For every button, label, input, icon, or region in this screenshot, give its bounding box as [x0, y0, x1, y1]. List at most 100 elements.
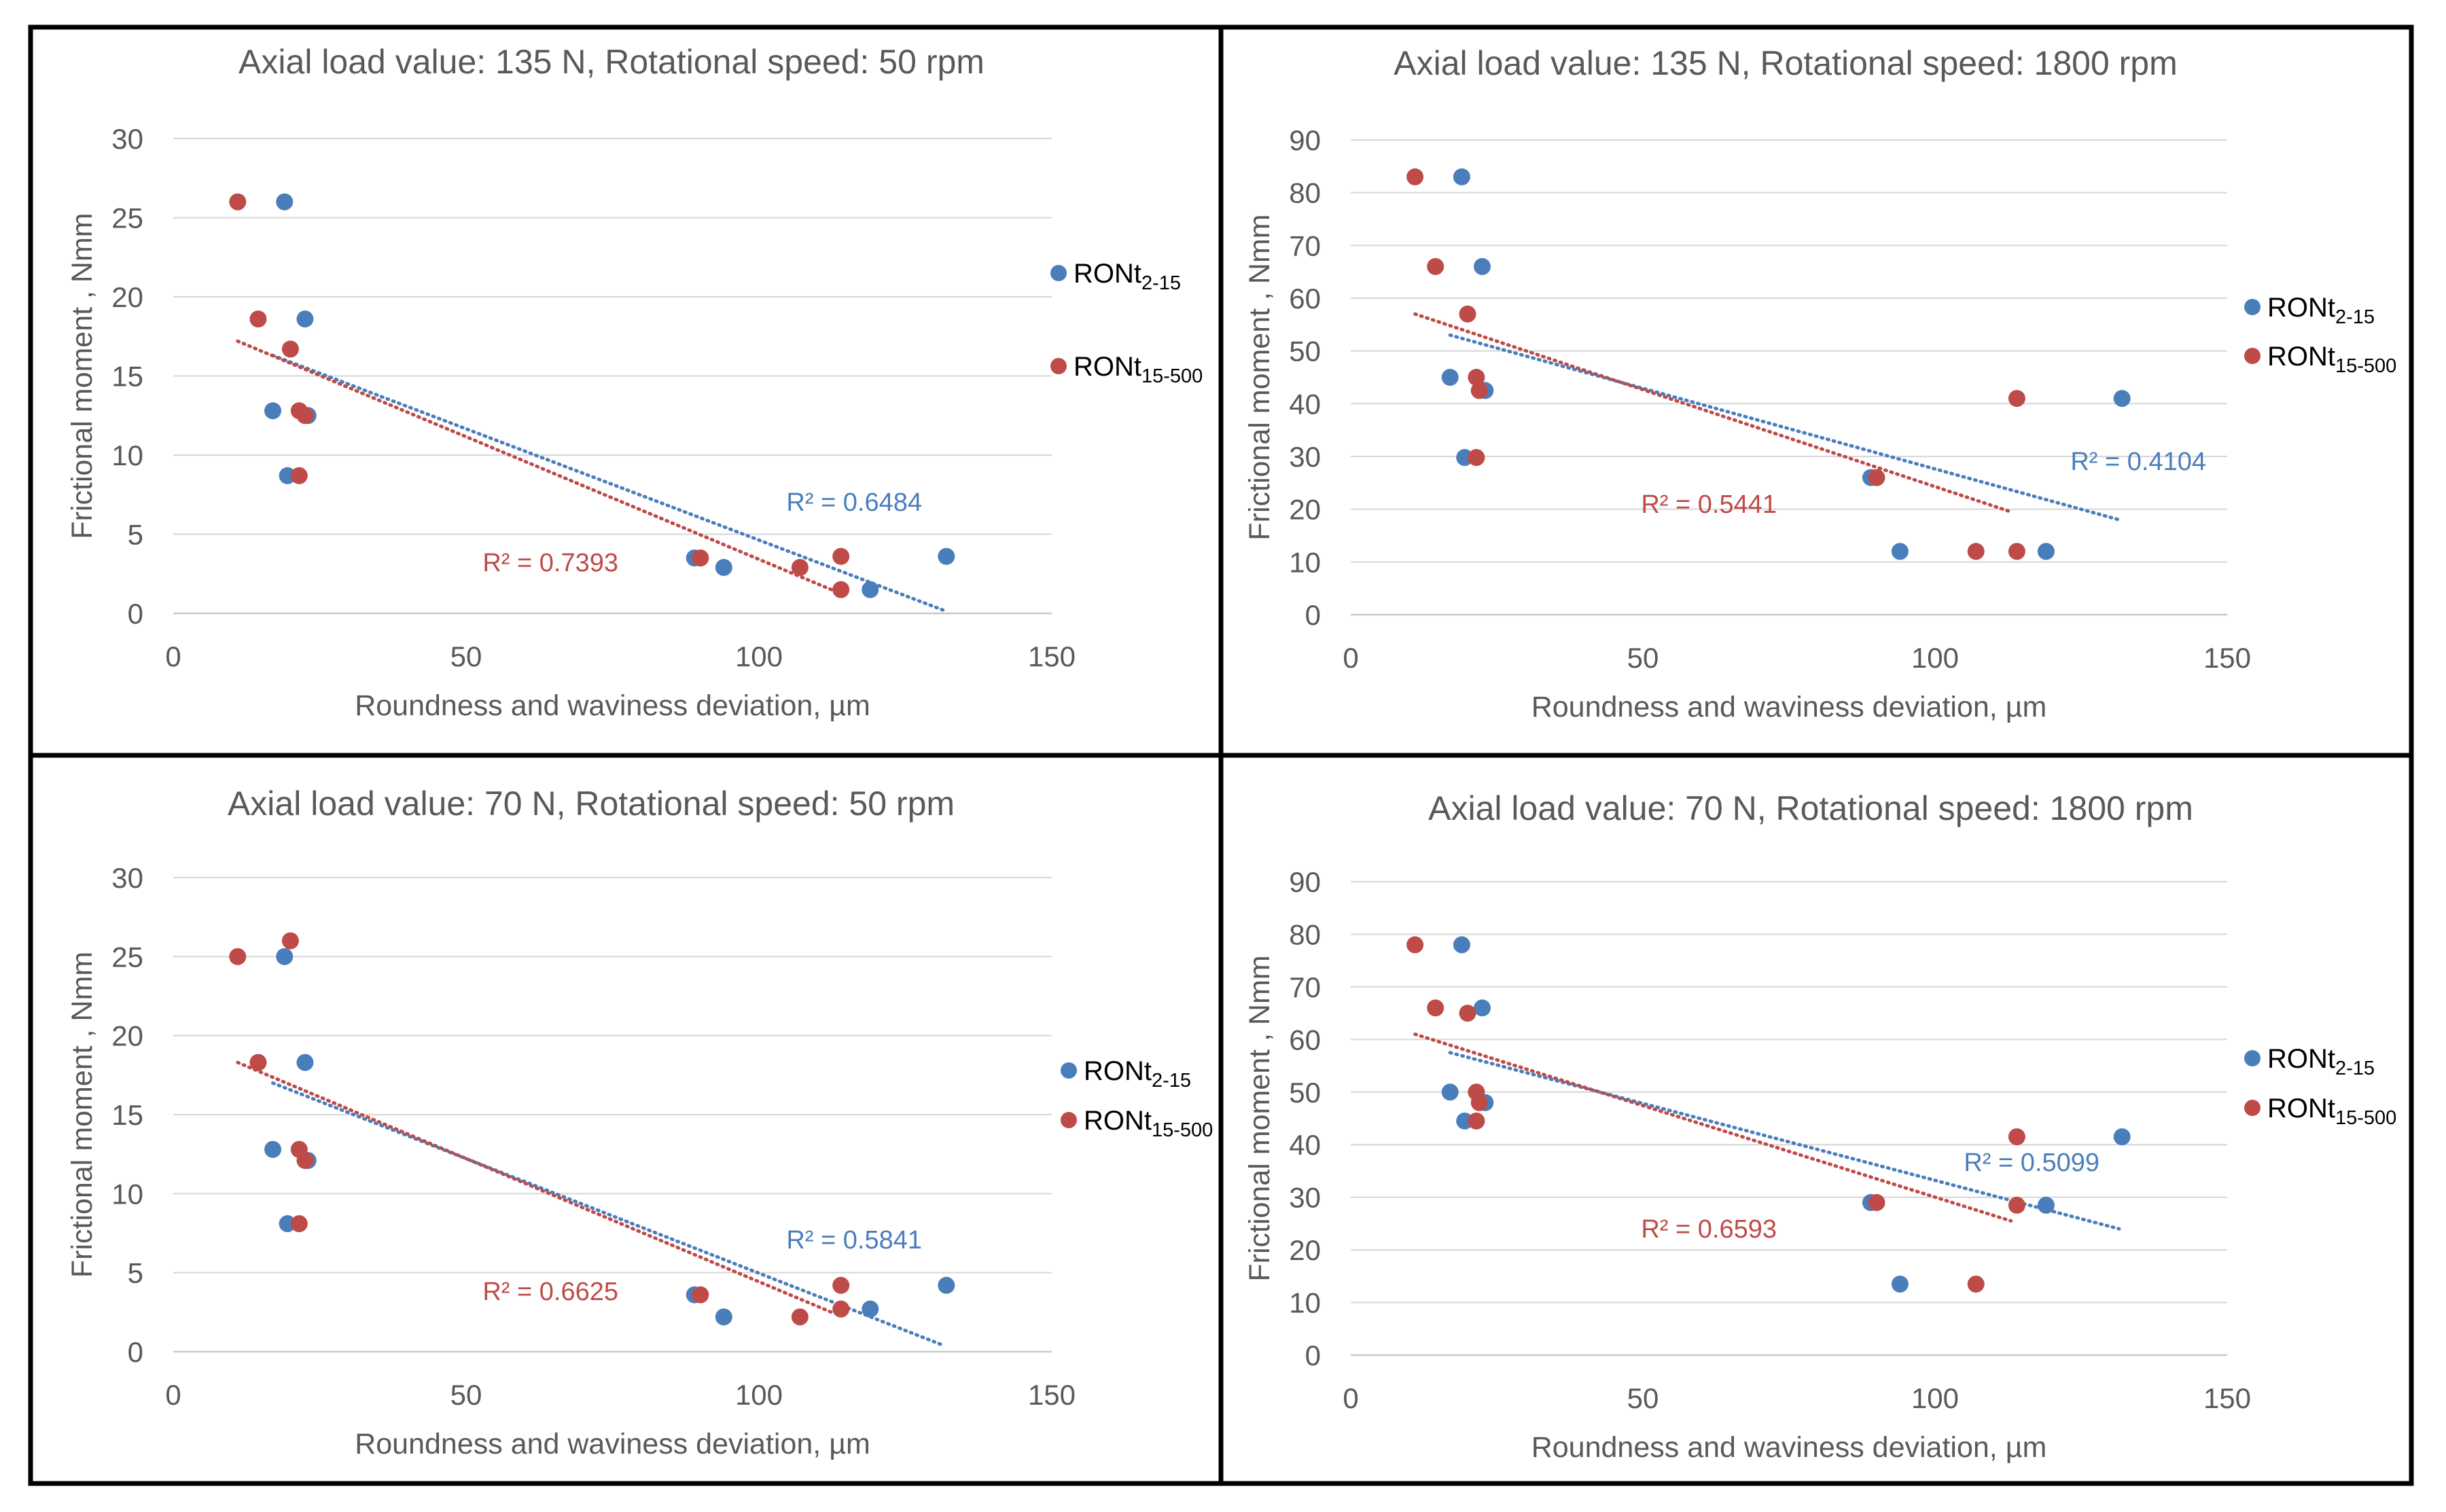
r-squared-label-ront-15-500: R² = 0.5441 [1641, 490, 1777, 519]
trendline-ront-2-15 [1448, 333, 2121, 522]
legend-entry-name: RONt [1074, 352, 1141, 382]
x-axis-label: Roundness and waviness deviation, µm [1531, 691, 2047, 723]
y-axis-label: Frictional moment , Nmm [1243, 214, 1276, 540]
chart-title: Axial load value: 135 N, Rotational spee… [1394, 44, 2178, 82]
data-point-ront-15-500 [1468, 369, 1485, 386]
y-tick-label: 20 [1289, 494, 1321, 526]
trendline-ront-2-15 [271, 353, 946, 612]
data-point-ront-2-15 [2113, 390, 2131, 408]
legend-marker [2244, 299, 2261, 315]
y-tick-label: 0 [128, 598, 143, 630]
data-point-ront-2-15 [1453, 936, 1470, 954]
legend-marker [1061, 1112, 1077, 1128]
data-point-ront-2-15 [862, 581, 879, 598]
y-tick-label: 0 [1305, 599, 1321, 631]
data-point-ront-2-15 [279, 467, 296, 484]
data-point-ront-15-500 [1470, 1094, 1488, 1111]
legend-entry-name: RONt [2267, 1094, 2335, 1123]
data-point-ront-2-15 [2113, 1128, 2131, 1146]
data-point-ront-15-500 [1468, 449, 1485, 467]
chart-panel-4: 0 10 20 30 40 50 60 70 80 90 0 50 100 150 Axial load v… [1218, 753, 2414, 1486]
data-point-ront-2-15 [938, 1276, 955, 1294]
r-squared-label-ront-15-500: R² = 0.6593 [1641, 1215, 1777, 1244]
data-point-ront-2-15 [2037, 543, 2055, 560]
data-point-ront-2-15 [1456, 1112, 1474, 1130]
trendline-ront-15-500 [236, 339, 837, 593]
y-tick-label: 10 [111, 1178, 143, 1210]
data-point-ront-15-500 [832, 581, 850, 598]
legend-entry-subscript: 2-15 [1152, 1070, 1191, 1092]
y-axis-label: Frictional moment , Nmm [66, 952, 99, 1278]
data-point-ront-2-15 [715, 1308, 732, 1326]
y-tick-label: 25 [111, 202, 143, 234]
trendline-ront-2-15 [271, 1081, 946, 1348]
chart-title: Axial load value: 70 N, Rotational speed… [1428, 789, 2193, 827]
legend-marker [1061, 1062, 1077, 1079]
legend-entry-subscript: 15-500 [1141, 365, 1203, 387]
y-tick-label: 50 [1289, 336, 1321, 367]
data-point-ront-15-500 [1427, 999, 1444, 1017]
data-point-ront-15-500 [1967, 543, 1985, 560]
y-tick-label: 0 [1305, 1339, 1321, 1371]
data-point-ront-2-15 [296, 310, 314, 328]
data-point-ront-2-15 [264, 1140, 282, 1158]
trendline-ront-15-500 [236, 1060, 837, 1316]
data-point-ront-15-500 [281, 932, 299, 950]
x-axis-label: Roundness and waviness deviation, µm [355, 1428, 870, 1460]
y-tick-label: 80 [1289, 918, 1321, 950]
data-point-ront-15-500 [2008, 390, 2025, 408]
legend-entry-name: RONt [2267, 293, 2335, 323]
y-tick-label: 25 [111, 941, 143, 973]
data-point-ront-2-15 [264, 402, 282, 420]
y-tick-label: 5 [128, 1257, 143, 1289]
y-tick-label: 60 [1289, 1024, 1321, 1056]
data-point-ront-15-500 [1406, 168, 1424, 185]
legend-entry-subscript: 15-500 [2335, 355, 2396, 377]
legend-entry-name: RONt [1084, 1106, 1152, 1136]
x-tick-label: 100 [1911, 642, 1959, 674]
panel-frame [1218, 753, 2414, 1486]
data-point-ront-2-15 [279, 1215, 296, 1233]
y-tick-label: 5 [128, 519, 143, 551]
y-tick-label: 40 [1289, 1129, 1321, 1161]
data-point-ront-15-500 [692, 1286, 709, 1303]
data-point-ront-15-500 [791, 558, 809, 576]
legend-entry: RONt2-15 [1084, 1056, 1191, 1092]
y-tick-label: 60 [1289, 283, 1321, 314]
data-point-ront-15-500 [249, 310, 267, 328]
legend-marker [2244, 348, 2261, 364]
data-point-ront-15-500 [281, 340, 299, 358]
y-tick-label: 70 [1289, 971, 1321, 1003]
chart-panel-3: 0 5 10 15 20 25 30 0 50 100 150 Axial load value: 7… [28, 753, 1224, 1486]
data-point-ront-2-15 [1441, 369, 1459, 386]
y-tick-label: 30 [1289, 1182, 1321, 1214]
data-point-ront-15-500 [1459, 305, 1476, 323]
x-tick-label: 50 [450, 641, 482, 672]
data-point-ront-15-500 [229, 193, 247, 211]
chart-title: Axial load value: 70 N, Rotational speed… [228, 785, 955, 823]
x-tick-label: 0 [1343, 642, 1358, 674]
data-point-ront-2-15 [276, 948, 294, 965]
legend-entry-name: RONt [2267, 342, 2335, 372]
data-point-ront-2-15 [938, 547, 955, 565]
y-tick-label: 50 [1289, 1077, 1321, 1109]
data-point-ront-15-500 [296, 1151, 314, 1169]
panel-frame [1218, 24, 2414, 758]
data-point-ront-2-15 [1474, 257, 1491, 275]
x-axis-label: Roundness and waviness deviation, µm [1531, 1431, 2047, 1464]
x-tick-label: 100 [1911, 1382, 1959, 1414]
data-point-ront-2-15 [862, 1300, 879, 1318]
data-point-ront-15-500 [692, 549, 709, 566]
legend-entry: RONt15-500 [1074, 352, 1203, 387]
data-point-ront-15-500 [249, 1054, 267, 1071]
y-tick-label: 90 [1289, 124, 1321, 156]
y-tick-label: 30 [111, 862, 143, 894]
legend-entry-subscript: 2-15 [2335, 1058, 2375, 1079]
trendline-ront-15-500 [1413, 312, 2013, 514]
panel-frame [28, 753, 1224, 1486]
y-tick-label: 10 [111, 439, 143, 471]
data-point-ront-2-15 [1891, 543, 1909, 560]
legend-entry: RONt2-15 [2267, 293, 2375, 328]
data-point-ront-15-500 [832, 1300, 850, 1318]
